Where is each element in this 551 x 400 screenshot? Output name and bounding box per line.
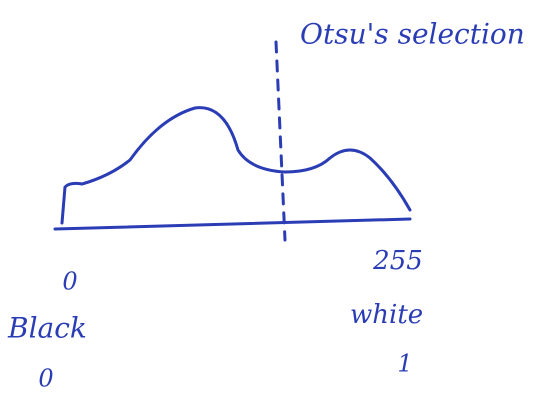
histogram-curve bbox=[62, 108, 410, 223]
x-axis bbox=[55, 219, 410, 229]
axis-max-label: 255 bbox=[372, 246, 423, 276]
left-label: Black bbox=[7, 312, 87, 345]
threshold-annotation: Otsu's selection bbox=[300, 18, 525, 51]
binary-left-label: 0 bbox=[38, 365, 53, 393]
axis-min-label: 0 bbox=[62, 268, 77, 296]
sketch: Otsu's selection 0 255 Black white 0 1 bbox=[0, 0, 551, 400]
right-label: white bbox=[350, 300, 423, 330]
binary-right-label: 1 bbox=[397, 350, 412, 378]
threshold-line bbox=[276, 42, 285, 240]
